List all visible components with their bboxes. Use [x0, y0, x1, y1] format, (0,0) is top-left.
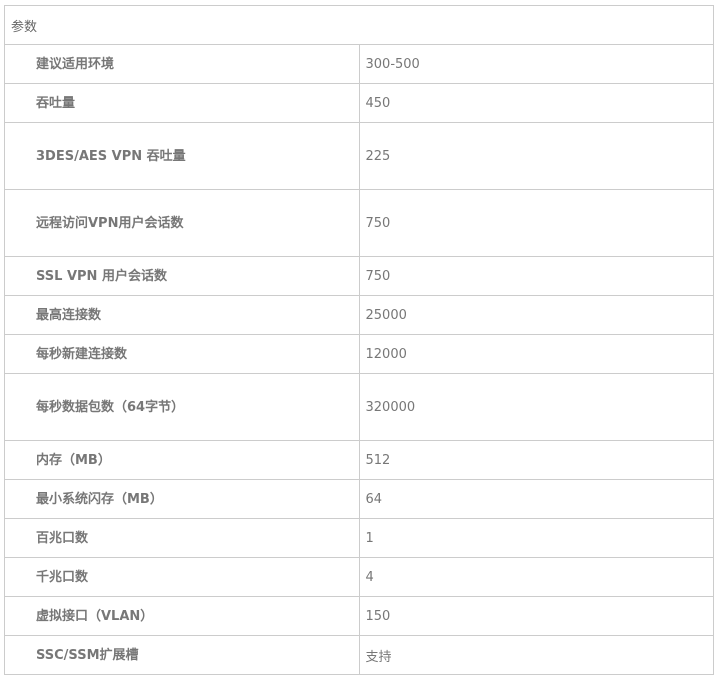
- param-label: 虚拟接口（VLAN）: [4, 596, 360, 636]
- table-row: 最小系统闪存（MB） 64: [4, 479, 714, 519]
- param-label: 吞吐量: [4, 83, 360, 123]
- table-row: 千兆口数 4: [4, 557, 714, 597]
- table-row: 3DES/AES VPN 吞吐量 225: [4, 122, 714, 190]
- param-value: 225: [358, 122, 714, 190]
- param-value: 4: [358, 557, 714, 597]
- param-value: 320000: [358, 373, 714, 441]
- table-row: 每秒新建连接数 12000: [4, 334, 714, 374]
- table-row: SSC/SSM扩展槽 支持: [4, 635, 714, 675]
- spec-table: 参数 建议适用环境 300-500 吞吐量 450 3DES/AES VPN 吞吐量 22…: [4, 5, 714, 675]
- param-label: 远程访问VPN用户会话数: [4, 189, 360, 257]
- table-row: 虚拟接口（VLAN） 150: [4, 596, 714, 636]
- param-value: 25000: [358, 295, 714, 335]
- param-value: 12000: [358, 334, 714, 374]
- param-value: 150: [358, 596, 714, 636]
- param-label: 最高连接数: [4, 295, 360, 335]
- param-value: 支持: [358, 635, 714, 675]
- table-row: 百兆口数 1: [4, 518, 714, 558]
- param-label: SSL VPN 用户会话数: [4, 256, 360, 296]
- table-header: 参数: [4, 5, 714, 45]
- table-header-row: 参数: [4, 5, 714, 45]
- table-row: 建议适用环境 300-500: [4, 44, 714, 84]
- table-row: 远程访问VPN用户会话数 750: [4, 189, 714, 257]
- param-label: 每秒新建连接数: [4, 334, 360, 374]
- param-label: 最小系统闪存（MB）: [4, 479, 360, 519]
- param-label: SSC/SSM扩展槽: [4, 635, 360, 675]
- table-row: 每秒数据包数（64字节） 320000: [4, 373, 714, 441]
- param-label: 百兆口数: [4, 518, 360, 558]
- param-value: 450: [358, 83, 714, 123]
- param-label: 内存（MB）: [4, 440, 360, 480]
- param-label: 建议适用环境: [4, 44, 360, 84]
- table-row: SSL VPN 用户会话数 750: [4, 256, 714, 296]
- table-row: 最高连接数 25000: [4, 295, 714, 335]
- param-value: 750: [358, 256, 714, 296]
- param-value: 750: [358, 189, 714, 257]
- param-label: 千兆口数: [4, 557, 360, 597]
- param-label: 3DES/AES VPN 吞吐量: [4, 122, 360, 190]
- table-row: 吞吐量 450: [4, 83, 714, 123]
- param-value: 512: [358, 440, 714, 480]
- param-value: 300-500: [358, 44, 714, 84]
- param-label: 每秒数据包数（64字节）: [4, 373, 360, 441]
- table-row: 内存（MB） 512: [4, 440, 714, 480]
- param-value: 64: [358, 479, 714, 519]
- param-value: 1: [358, 518, 714, 558]
